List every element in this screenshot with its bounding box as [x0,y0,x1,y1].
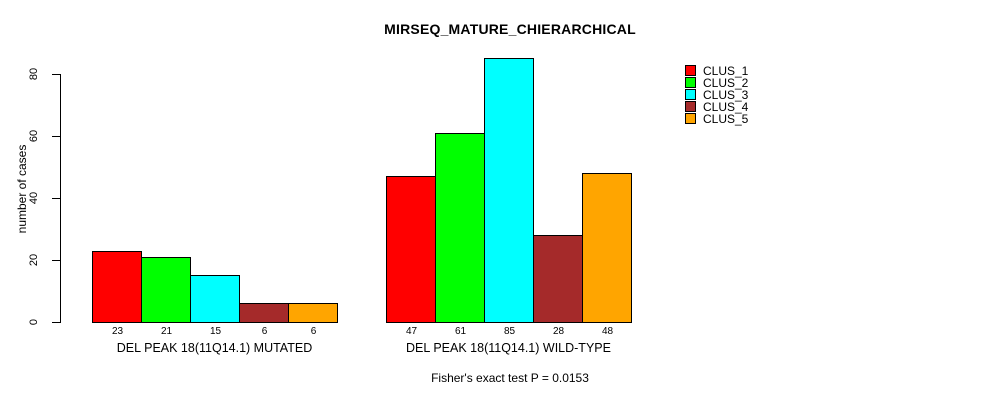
bar-value-label: 61 [454,326,467,337]
bar-clus_1-group2 [386,176,436,323]
y-tick-label: 0 [28,318,40,326]
legend-swatch-clus_5 [685,113,696,124]
bar-value-label: 15 [209,326,222,337]
y-tick-label: 40 [28,191,40,205]
legend-label-clus_3: CLUS_3 [703,88,749,102]
bar-clus_3-group1 [190,275,240,323]
chart-title: MIRSEQ_MATURE_CHIERARCHICAL [384,21,636,37]
bar-value-label: 6 [261,326,268,337]
bar-clus_3-group2 [484,58,534,323]
bar-clus_2-group2 [435,133,485,323]
bar-clus_4-group1 [239,303,289,323]
legend-label-clus_5: CLUS_5 [703,112,749,126]
legend-label-clus_4: CLUS_4 [703,100,749,114]
y-tick [52,322,60,323]
bar-value-label: 85 [503,326,516,337]
bar-value-label: 6 [310,326,317,337]
y-tick-label: 20 [28,253,40,267]
legend-swatch-clus_4 [685,101,696,112]
y-axis [60,74,61,323]
y-tick [52,260,60,261]
bar-value-label: 28 [552,326,565,337]
bar-value-label: 21 [160,326,173,337]
legend-swatch-clus_1 [685,65,696,76]
legend-label-clus_1: CLUS_1 [703,64,749,78]
bar-clus_5-group1 [288,303,338,323]
y-tick [52,198,60,199]
y-tick-label: 80 [28,67,40,81]
fisher-test-caption: Fisher's exact test P = 0.0153 [431,371,589,385]
legend-swatch-clus_2 [685,77,696,88]
bar-value-label: 23 [111,326,124,337]
bar-clus_4-group2 [533,235,583,323]
legend-swatch-clus_3 [685,89,696,100]
bar-value-label: 48 [601,326,614,337]
y-tick-label: 60 [28,129,40,143]
legend-label-clus_2: CLUS_2 [703,76,749,90]
bar-clus_2-group1 [141,257,191,323]
bar-clus_1-group1 [92,251,142,323]
x-group-label: DEL PEAK 18(11Q14.1) MUTATED [116,341,313,355]
bar-clus_5-group2 [582,173,632,323]
y-axis-label: number of cases [15,144,29,234]
y-tick [52,74,60,75]
x-group-label: DEL PEAK 18(11Q14.1) WILD-TYPE [406,341,611,355]
y-tick [52,136,60,137]
bar-value-label: 47 [405,326,418,337]
